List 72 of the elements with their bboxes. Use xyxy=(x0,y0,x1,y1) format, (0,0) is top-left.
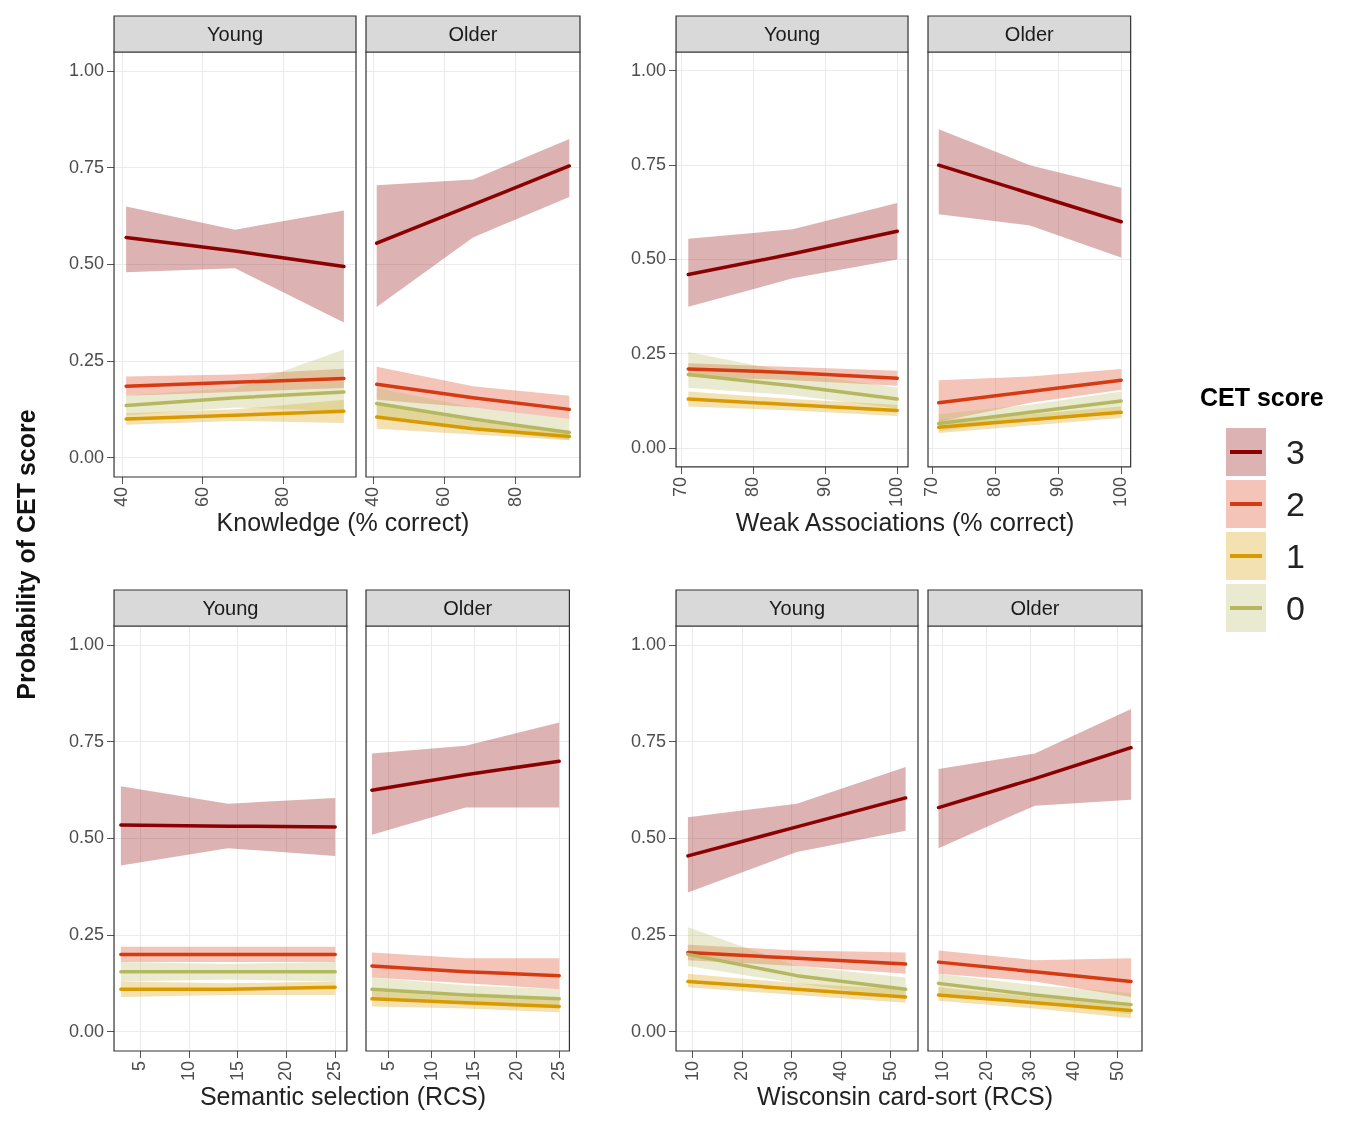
chart-title: Young xyxy=(202,596,259,619)
y-tick-label: 0.75 xyxy=(68,730,105,751)
y-tick-label: 0.50 xyxy=(68,827,105,848)
y-tick-label: 1.00 xyxy=(630,634,667,655)
x-tick-label: 60 xyxy=(433,486,454,508)
chart-title: Older xyxy=(443,596,493,619)
x-tick-label: 30 xyxy=(1019,1060,1040,1082)
x-tick-label: 60 xyxy=(191,486,212,508)
x-tick-label: 30 xyxy=(780,1060,801,1082)
y-tick-label: 0.50 xyxy=(630,827,667,848)
x-tick-label: 40 xyxy=(830,1060,851,1082)
x-tick-label: 50 xyxy=(879,1060,900,1082)
y-tick-label: 0.25 xyxy=(68,924,105,945)
x-tick-label: 20 xyxy=(975,1060,996,1082)
x-axis-title: Weak Associations (% correct) xyxy=(734,508,1076,537)
x-tick-label: 40 xyxy=(111,486,132,508)
legend-title: CET score xyxy=(1200,383,1324,412)
x-tick-label: 80 xyxy=(272,486,293,508)
x-tick-label: 20 xyxy=(275,1060,296,1082)
x-tick-label: 50 xyxy=(1106,1060,1127,1082)
chart-title: Older xyxy=(448,22,498,45)
x-tick-label: 90 xyxy=(1047,476,1068,497)
y-tick-label: 1.00 xyxy=(630,59,667,80)
x-tick-label: 5 xyxy=(377,1060,398,1071)
x-tick-label: 40 xyxy=(1063,1060,1084,1082)
chart-title: Older xyxy=(1004,22,1055,45)
x-tick-label: 80 xyxy=(984,476,1005,497)
x-tick-label: 20 xyxy=(505,1060,526,1082)
y-tick-label: 0.75 xyxy=(630,730,667,751)
y-tick-label: 0.25 xyxy=(630,924,667,945)
x-tick-label: 80 xyxy=(504,486,525,508)
legend-label: 1 xyxy=(1286,536,1305,576)
chart-title: Young xyxy=(764,22,821,45)
x-tick-label: 25 xyxy=(548,1060,569,1082)
legend-label: 3 xyxy=(1286,432,1305,472)
x-axis-title: Semantic selection (RCS) xyxy=(198,1082,488,1111)
y-tick-label: 0.00 xyxy=(68,446,105,467)
x-tick-label: 80 xyxy=(742,476,763,497)
y-tick-label: 1.00 xyxy=(68,634,105,655)
legend-label: 2 xyxy=(1286,484,1305,524)
x-tick-label: 70 xyxy=(670,476,691,497)
y-tick-label: 0.00 xyxy=(630,1020,667,1041)
x-tick-label: 15 xyxy=(226,1060,247,1082)
x-tick-label: 10 xyxy=(931,1060,952,1082)
x-tick-label: 10 xyxy=(178,1060,199,1082)
y-tick-label: 0.00 xyxy=(68,1020,105,1041)
x-tick-label: 70 xyxy=(921,476,942,497)
y-tick-label: 0.75 xyxy=(68,156,105,177)
chart-title: Young xyxy=(769,596,826,619)
y-tick-label: 1.00 xyxy=(68,60,105,81)
y-tick-label: 0.50 xyxy=(630,248,667,269)
x-tick-label: 10 xyxy=(420,1060,441,1082)
x-tick-label: 5 xyxy=(129,1060,150,1071)
chart-title: Older xyxy=(1010,596,1060,619)
x-tick-label: 40 xyxy=(362,486,383,508)
y-tick-label: 0.25 xyxy=(68,350,105,371)
x-tick-label: 90 xyxy=(814,476,835,497)
x-tick-label: 100 xyxy=(886,476,907,508)
y-tick-label: 0.75 xyxy=(630,154,667,175)
x-tick-label: 100 xyxy=(1110,476,1131,508)
x-tick-label: 25 xyxy=(324,1060,345,1082)
x-tick-label: 15 xyxy=(463,1060,484,1082)
y-tick-label: 0.00 xyxy=(630,437,667,458)
y-axis-title: Probability of CET score xyxy=(11,408,41,702)
x-axis-title: Wisconsin card-sort (RCS) xyxy=(756,1082,1054,1111)
y-tick-label: 0.25 xyxy=(630,342,667,363)
y-tick-label: 0.50 xyxy=(68,253,105,274)
legend-label: 0 xyxy=(1286,588,1305,628)
x-tick-label: 10 xyxy=(681,1060,702,1082)
x-axis-title: Knowledge (% correct) xyxy=(215,508,471,537)
x-tick-label: 20 xyxy=(731,1060,752,1082)
chart-title: Young xyxy=(207,22,264,45)
